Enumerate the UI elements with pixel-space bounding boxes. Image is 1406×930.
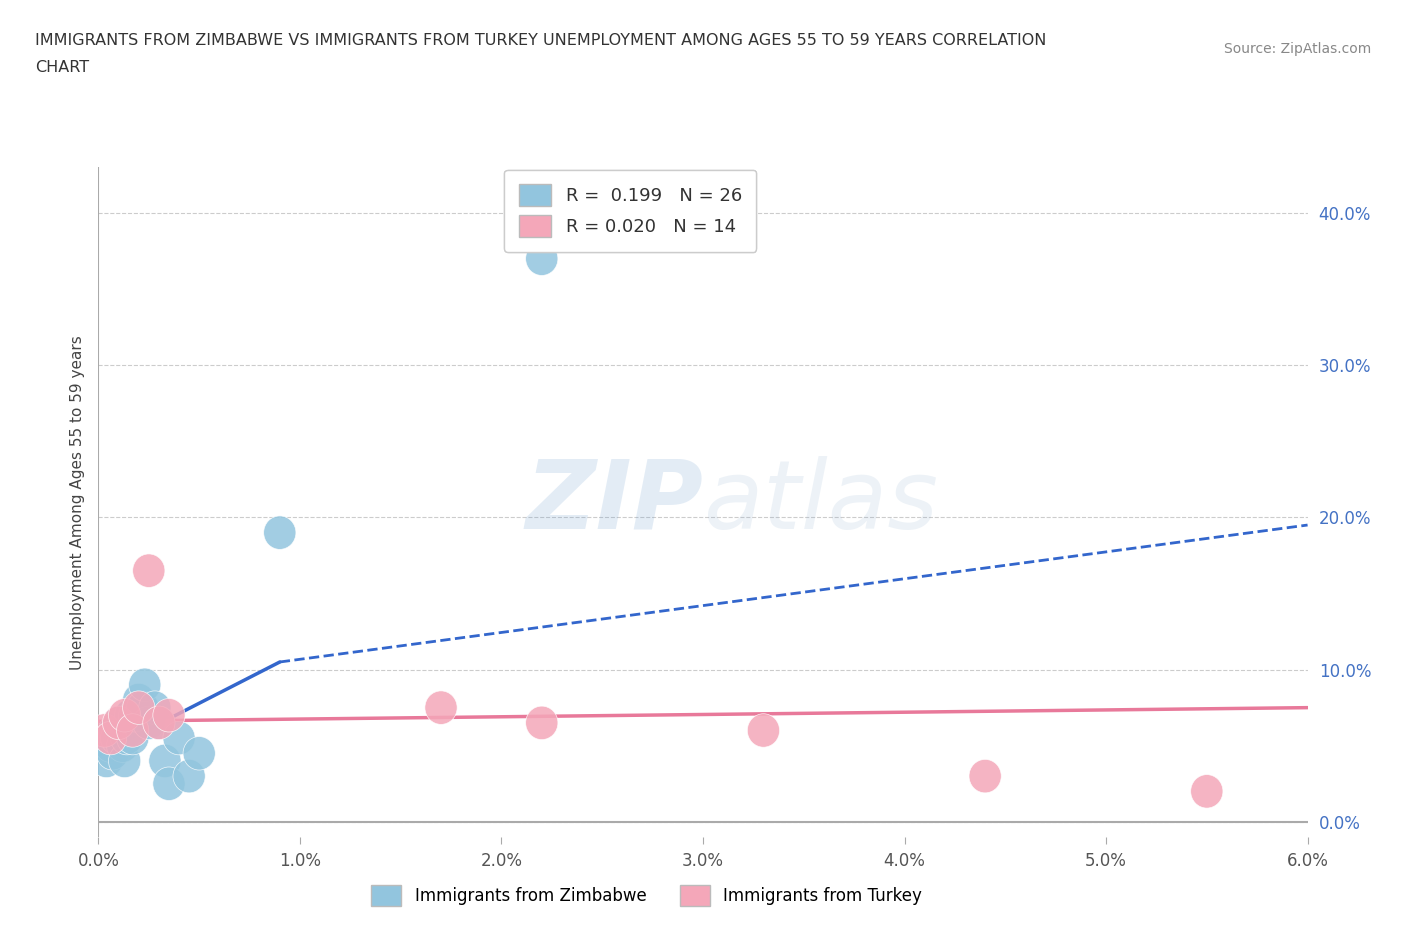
Ellipse shape	[112, 713, 145, 747]
Ellipse shape	[139, 691, 172, 724]
Ellipse shape	[122, 691, 155, 724]
Ellipse shape	[100, 722, 132, 755]
Legend: Immigrants from Zimbabwe, Immigrants from Turkey: Immigrants from Zimbabwe, Immigrants fro…	[364, 879, 929, 912]
Ellipse shape	[90, 744, 122, 777]
Text: IMMIGRANTS FROM ZIMBABWE VS IMMIGRANTS FROM TURKEY UNEMPLOYMENT AMONG AGES 55 TO: IMMIGRANTS FROM ZIMBABWE VS IMMIGRANTS F…	[35, 33, 1046, 47]
Ellipse shape	[117, 722, 149, 755]
Ellipse shape	[143, 706, 174, 739]
Text: ZIP: ZIP	[524, 456, 703, 549]
Ellipse shape	[94, 722, 127, 755]
Ellipse shape	[149, 744, 181, 777]
Ellipse shape	[132, 706, 165, 739]
Ellipse shape	[183, 737, 215, 770]
Ellipse shape	[1191, 775, 1223, 808]
Ellipse shape	[153, 698, 186, 732]
Text: Source: ZipAtlas.com: Source: ZipAtlas.com	[1223, 42, 1371, 56]
Ellipse shape	[111, 722, 143, 755]
Ellipse shape	[163, 722, 195, 755]
Ellipse shape	[153, 767, 186, 801]
Ellipse shape	[98, 713, 131, 747]
Text: atlas: atlas	[703, 456, 938, 549]
Ellipse shape	[748, 713, 779, 747]
Ellipse shape	[89, 713, 121, 747]
Ellipse shape	[129, 668, 160, 701]
Ellipse shape	[264, 516, 295, 550]
Ellipse shape	[526, 242, 558, 275]
Ellipse shape	[108, 698, 141, 732]
Ellipse shape	[103, 706, 135, 739]
Ellipse shape	[94, 729, 127, 763]
Ellipse shape	[117, 713, 149, 747]
Ellipse shape	[118, 698, 150, 732]
Ellipse shape	[127, 691, 159, 724]
Ellipse shape	[969, 760, 1001, 793]
Ellipse shape	[103, 706, 135, 739]
Ellipse shape	[132, 554, 165, 588]
Legend: R =  0.199   N = 26, R = 0.020   N = 14: R = 0.199 N = 26, R = 0.020 N = 14	[505, 170, 756, 252]
Text: CHART: CHART	[35, 60, 89, 75]
Ellipse shape	[107, 729, 139, 763]
Ellipse shape	[122, 684, 155, 717]
Ellipse shape	[173, 760, 205, 793]
Ellipse shape	[526, 706, 558, 739]
Ellipse shape	[114, 698, 146, 732]
Y-axis label: Unemployment Among Ages 55 to 59 years: Unemployment Among Ages 55 to 59 years	[69, 335, 84, 670]
Ellipse shape	[97, 737, 129, 770]
Ellipse shape	[425, 691, 457, 724]
Ellipse shape	[108, 744, 141, 777]
Ellipse shape	[143, 706, 174, 739]
